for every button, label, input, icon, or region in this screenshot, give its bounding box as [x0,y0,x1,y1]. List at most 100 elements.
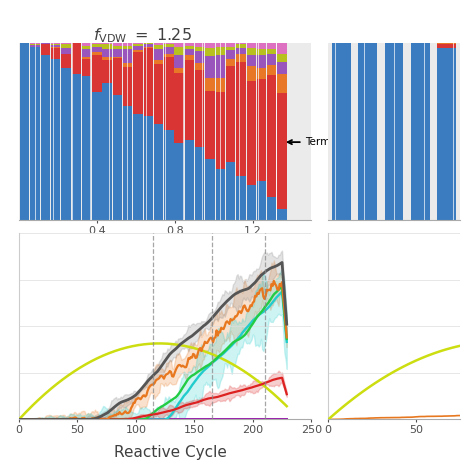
Bar [195,43,204,46]
Bar [267,197,276,220]
Bar [174,43,184,47]
Bar [154,64,163,124]
Bar [61,55,71,68]
Bar [257,55,266,69]
Bar [195,64,204,70]
Bar [246,48,256,55]
Bar [246,81,256,185]
Bar [185,49,194,55]
Bar [30,43,40,44]
Bar [174,47,184,55]
Bar [216,92,225,169]
Bar [205,43,215,48]
Bar [92,43,101,44]
Bar [113,46,122,49]
Bar [92,55,101,92]
Bar [61,44,71,48]
Bar [216,169,225,220]
Bar [82,59,91,76]
Bar [113,49,122,57]
Bar [144,45,153,47]
Bar [133,52,143,114]
Bar [133,50,143,52]
Bar [61,43,71,44]
Bar [438,43,456,45]
Bar [277,62,287,73]
Bar [438,45,456,48]
Bar [133,114,143,220]
Bar [144,44,153,45]
Bar [277,73,287,92]
Bar [61,48,71,55]
Bar [51,44,60,45]
Bar [195,46,204,51]
Bar [216,46,225,55]
Bar [72,43,81,74]
Bar [277,92,287,209]
Bar [226,46,235,50]
Bar [154,124,163,220]
Bar [82,76,91,220]
Bar [133,46,143,50]
Bar [174,143,184,220]
Bar [123,43,132,46]
Text: Term.: Term. [288,137,334,147]
Bar [92,47,101,52]
Bar [246,185,256,220]
Text: Reactive Cycle: Reactive Cycle [114,446,227,460]
Bar [236,43,246,44]
Text: $f_\mathrm{VDW}\ =\ 1.25$: $f_\mathrm{VDW}\ =\ 1.25$ [93,26,191,45]
Bar [41,43,50,44]
Bar [82,57,91,59]
Bar [164,43,173,45]
Bar [102,49,112,57]
Bar [41,55,50,220]
Bar [205,78,215,91]
Bar [113,57,122,58]
Bar [226,43,235,46]
Bar [226,163,235,220]
Bar [216,78,225,92]
Bar [30,47,40,220]
Bar [385,43,403,220]
Bar [102,43,112,44]
Bar [174,55,184,68]
Bar [72,74,81,220]
Bar [61,68,71,220]
Bar [226,59,235,66]
Bar [277,209,287,220]
Bar [113,58,122,95]
Bar [133,45,143,46]
Bar [236,55,246,62]
Bar [185,43,194,46]
Bar [216,43,225,46]
Bar [144,43,153,44]
Bar [257,181,266,220]
Bar [123,63,132,67]
Bar [236,176,246,220]
Bar [123,46,132,49]
Bar [51,59,60,220]
Bar [277,54,287,62]
Bar [123,67,132,106]
Bar [358,43,377,220]
Bar [164,54,173,57]
Bar [82,49,91,57]
Bar [277,43,287,54]
Bar [205,91,215,159]
Bar [41,44,50,55]
Bar [164,57,173,130]
Bar [257,69,266,80]
Bar [185,46,194,49]
Bar [133,43,143,45]
Bar [332,43,351,220]
Bar [205,56,215,78]
Bar [154,43,163,45]
Bar [92,92,101,220]
Bar [267,65,276,75]
Bar [246,66,256,81]
Bar [195,70,204,147]
Bar [30,44,40,45]
Bar [216,55,225,78]
Bar [236,44,246,48]
